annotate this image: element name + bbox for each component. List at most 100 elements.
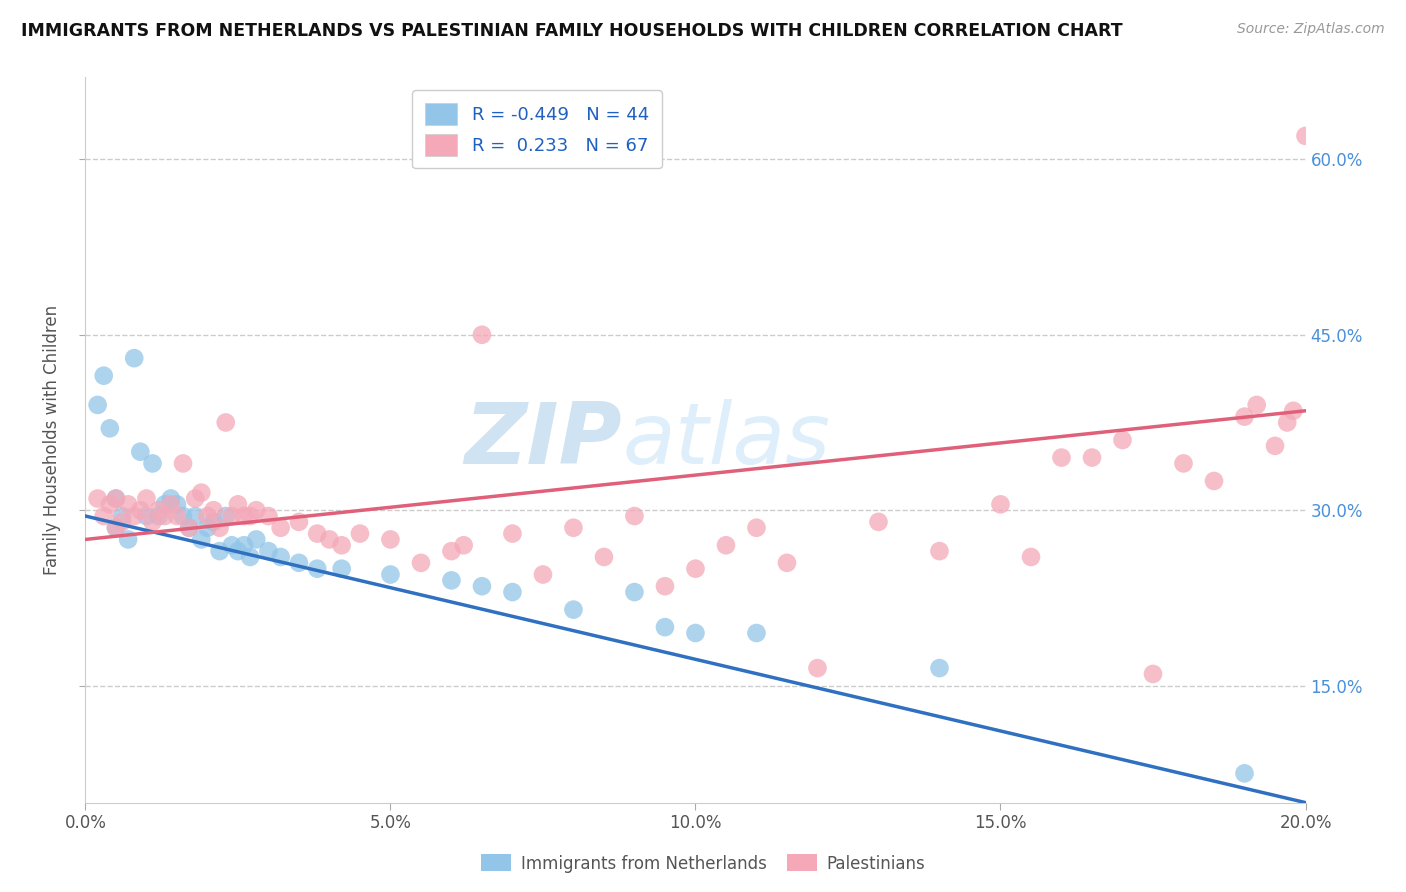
Point xyxy=(654,579,676,593)
Point xyxy=(654,620,676,634)
Point xyxy=(440,544,463,558)
Point xyxy=(501,585,523,599)
Point xyxy=(172,457,194,471)
Point xyxy=(745,521,768,535)
Point xyxy=(93,368,115,383)
Point xyxy=(153,509,176,524)
Point xyxy=(440,574,463,588)
Point xyxy=(270,549,292,564)
Point xyxy=(239,509,262,524)
Point xyxy=(1264,439,1286,453)
Point xyxy=(184,509,207,524)
Point xyxy=(93,509,115,524)
Point xyxy=(166,497,188,511)
Point xyxy=(288,556,311,570)
Y-axis label: Family Households with Children: Family Households with Children xyxy=(44,305,60,575)
Point xyxy=(226,497,249,511)
Point xyxy=(104,491,127,506)
Point xyxy=(197,521,219,535)
Point xyxy=(148,509,170,524)
Point xyxy=(307,526,329,541)
Legend: Immigrants from Netherlands, Palestinians: Immigrants from Netherlands, Palestinian… xyxy=(474,847,932,880)
Point xyxy=(501,526,523,541)
Point xyxy=(190,485,212,500)
Point xyxy=(257,544,280,558)
Point xyxy=(233,538,256,552)
Point xyxy=(1233,409,1256,424)
Point xyxy=(141,457,163,471)
Point xyxy=(104,521,127,535)
Point xyxy=(257,509,280,524)
Point xyxy=(806,661,828,675)
Point xyxy=(623,585,645,599)
Point xyxy=(1233,766,1256,780)
Point xyxy=(1277,416,1299,430)
Point xyxy=(531,567,554,582)
Text: Source: ZipAtlas.com: Source: ZipAtlas.com xyxy=(1237,22,1385,37)
Text: atlas: atlas xyxy=(623,399,831,482)
Point xyxy=(928,544,950,558)
Point xyxy=(1111,433,1133,447)
Point xyxy=(202,515,225,529)
Point xyxy=(1081,450,1104,465)
Point xyxy=(380,533,402,547)
Point xyxy=(141,515,163,529)
Point xyxy=(380,567,402,582)
Point xyxy=(129,444,152,458)
Point xyxy=(117,497,139,511)
Point xyxy=(190,533,212,547)
Point xyxy=(1019,549,1042,564)
Text: ZIP: ZIP xyxy=(464,399,623,482)
Legend: R = -0.449   N = 44, R =  0.233   N = 67: R = -0.449 N = 44, R = 0.233 N = 67 xyxy=(412,90,662,169)
Text: IMMIGRANTS FROM NETHERLANDS VS PALESTINIAN FAMILY HOUSEHOLDS WITH CHILDREN CORRE: IMMIGRANTS FROM NETHERLANDS VS PALESTINI… xyxy=(21,22,1123,40)
Point xyxy=(172,509,194,524)
Point xyxy=(160,491,183,506)
Point xyxy=(233,509,256,524)
Point xyxy=(98,421,121,435)
Point xyxy=(104,521,127,535)
Point xyxy=(685,626,707,640)
Point xyxy=(330,562,353,576)
Point xyxy=(153,497,176,511)
Point xyxy=(135,491,157,506)
Point xyxy=(471,579,494,593)
Point xyxy=(685,562,707,576)
Point xyxy=(623,509,645,524)
Point xyxy=(349,526,371,541)
Point xyxy=(86,398,108,412)
Point xyxy=(86,491,108,506)
Point xyxy=(221,509,243,524)
Point xyxy=(221,538,243,552)
Point xyxy=(745,626,768,640)
Point xyxy=(928,661,950,675)
Point xyxy=(307,562,329,576)
Point xyxy=(111,515,134,529)
Point xyxy=(184,491,207,506)
Point xyxy=(245,533,267,547)
Point xyxy=(1173,457,1195,471)
Point xyxy=(239,549,262,564)
Point xyxy=(215,416,238,430)
Point xyxy=(990,497,1012,511)
Point xyxy=(117,533,139,547)
Point xyxy=(330,538,353,552)
Point xyxy=(202,503,225,517)
Point xyxy=(197,509,219,524)
Point xyxy=(562,521,585,535)
Point xyxy=(288,515,311,529)
Point xyxy=(471,327,494,342)
Point xyxy=(245,503,267,517)
Point xyxy=(179,521,201,535)
Point xyxy=(776,556,799,570)
Point xyxy=(1282,404,1305,418)
Point xyxy=(208,544,231,558)
Point xyxy=(318,533,340,547)
Point xyxy=(111,509,134,524)
Point xyxy=(122,351,145,366)
Point xyxy=(122,509,145,524)
Point xyxy=(1295,128,1317,143)
Point xyxy=(160,497,183,511)
Point xyxy=(166,509,188,524)
Point xyxy=(135,509,157,524)
Point xyxy=(409,556,432,570)
